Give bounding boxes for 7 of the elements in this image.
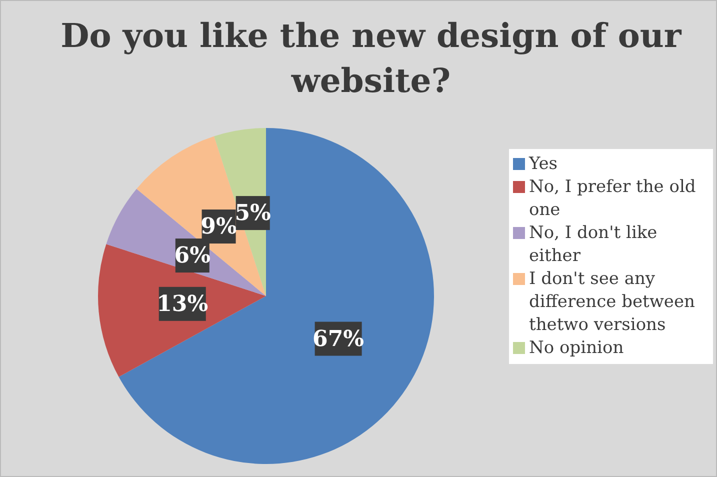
legend-label: No opinion <box>529 337 624 360</box>
legend-label: Yes <box>529 153 558 176</box>
legend-label: I don't see any difference between thetwo versions <box>529 268 696 337</box>
legend-label: No, I don't like either <box>529 222 658 268</box>
legend-label: No, I prefer the old one <box>529 176 697 222</box>
pie-slice <box>118 128 434 464</box>
chart-title: Do you like the new design of our website? <box>60 15 683 102</box>
